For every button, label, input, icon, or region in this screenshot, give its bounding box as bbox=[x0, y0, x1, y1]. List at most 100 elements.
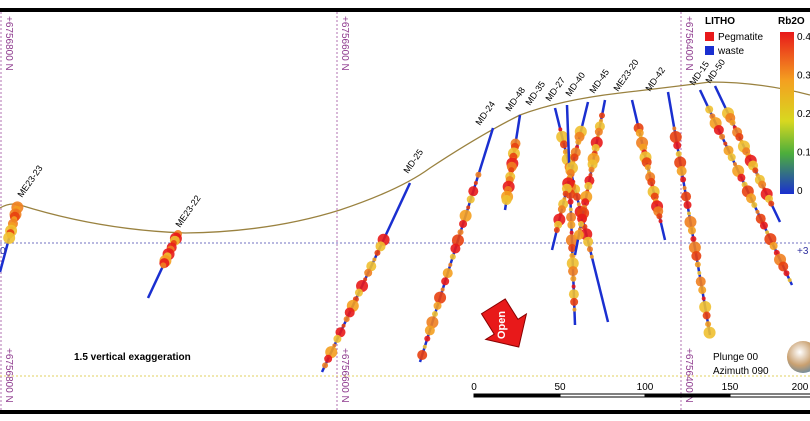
assay-interval bbox=[577, 213, 588, 224]
assay-interval bbox=[688, 241, 701, 254]
assay-interval bbox=[669, 130, 682, 143]
assay-interval bbox=[703, 326, 716, 339]
assay-interval bbox=[374, 249, 381, 256]
assay-interval bbox=[422, 344, 427, 349]
assay-interval bbox=[450, 243, 461, 254]
assay-interval bbox=[508, 167, 515, 174]
assay-interval bbox=[635, 128, 644, 137]
assay-interval bbox=[650, 192, 659, 201]
assay-interval bbox=[713, 124, 724, 135]
assay-interval bbox=[426, 316, 439, 329]
assay-interval bbox=[705, 105, 714, 114]
assay-interval bbox=[599, 112, 605, 119]
assay-interval bbox=[344, 307, 355, 318]
assay-interval bbox=[424, 335, 431, 342]
bottom-frame bbox=[0, 410, 810, 414]
grid-label: +6756800 N bbox=[3, 16, 14, 71]
assay-interval bbox=[697, 271, 702, 276]
scale-bar: 0 50 100 150 200 bbox=[471, 382, 810, 398]
assay-interval bbox=[591, 144, 600, 153]
assay-interval bbox=[364, 268, 373, 277]
topography bbox=[0, 81, 810, 234]
assay-interval bbox=[751, 202, 758, 209]
legend-swatch bbox=[705, 46, 714, 55]
assay-interval bbox=[584, 182, 593, 191]
assay-interval bbox=[578, 221, 584, 227]
assay-interval bbox=[556, 130, 569, 143]
assay-interval bbox=[567, 198, 574, 205]
assay-interval bbox=[372, 257, 377, 262]
azimuth: Azimuth 090 bbox=[713, 366, 769, 377]
colorbar-label: 0.2 bbox=[797, 109, 810, 120]
assay-interval bbox=[441, 277, 450, 286]
assay-interval bbox=[698, 286, 707, 295]
assay-interval bbox=[755, 209, 760, 214]
open-arrow: Open bbox=[480, 298, 528, 348]
assay-interval bbox=[560, 140, 569, 149]
grid-label: +6756600 N bbox=[339, 348, 350, 403]
assay-interval bbox=[687, 211, 691, 216]
assay-interval bbox=[705, 321, 712, 328]
assay-interval bbox=[768, 200, 775, 207]
assay-interval bbox=[324, 354, 333, 363]
assay-interval bbox=[568, 207, 573, 212]
assay-interval bbox=[568, 289, 579, 300]
assay-interval bbox=[735, 133, 744, 141]
assay-interval bbox=[719, 133, 726, 140]
legend-swatch bbox=[705, 32, 714, 41]
assay-interval bbox=[732, 162, 737, 167]
assay-interval bbox=[566, 169, 575, 178]
assay-interval bbox=[778, 261, 789, 272]
assay-interval bbox=[737, 173, 746, 182]
open-label: Open bbox=[496, 311, 508, 339]
assay-interval bbox=[589, 254, 594, 259]
assay-interval bbox=[702, 311, 711, 320]
assay-interval bbox=[433, 301, 442, 310]
assay-interval bbox=[557, 205, 566, 214]
assay-interval bbox=[448, 262, 453, 267]
assay-interval bbox=[573, 229, 584, 240]
assay-interval bbox=[568, 266, 579, 277]
assay-interval bbox=[571, 284, 576, 289]
assay-interval bbox=[569, 230, 574, 235]
assay-interval bbox=[694, 261, 701, 268]
assay-interval bbox=[354, 288, 363, 297]
assay-interval bbox=[587, 159, 598, 170]
assay-interval bbox=[581, 198, 590, 207]
assay-interval bbox=[701, 296, 706, 301]
assay-interval bbox=[758, 180, 767, 189]
assay-interval bbox=[683, 200, 692, 209]
assay-interval bbox=[568, 244, 577, 252]
plunge: Plunge 00 bbox=[713, 352, 758, 363]
assay-interval bbox=[658, 219, 663, 224]
scale-segment bbox=[473, 393, 561, 398]
assay-interval bbox=[586, 246, 593, 253]
grid-label: +6756400 N bbox=[683, 348, 694, 403]
assay-interval bbox=[375, 241, 386, 252]
assay-interval bbox=[746, 193, 757, 204]
assay-interval bbox=[440, 287, 445, 292]
assay-interval bbox=[475, 171, 482, 178]
assay-interval bbox=[676, 165, 687, 176]
assay-interval bbox=[769, 242, 778, 250]
assay-interval bbox=[675, 150, 682, 157]
assay-interval bbox=[570, 153, 579, 162]
assay-interval bbox=[335, 327, 346, 338]
assay-interval bbox=[647, 177, 656, 186]
assay-interval bbox=[575, 138, 582, 145]
assay-interval bbox=[459, 209, 472, 222]
assay-interval bbox=[759, 221, 768, 230]
assay-interval bbox=[691, 251, 702, 262]
assay-interval bbox=[417, 349, 428, 360]
legend-item: waste bbox=[717, 46, 745, 57]
assay-interval bbox=[442, 268, 453, 279]
assay-interval bbox=[566, 257, 579, 270]
assay-interval bbox=[681, 191, 692, 202]
assay-interval bbox=[449, 253, 456, 260]
scale-label: 150 bbox=[722, 382, 739, 393]
assay-interval bbox=[333, 334, 342, 343]
top-frame bbox=[0, 8, 810, 12]
assay-interval bbox=[554, 220, 563, 229]
assay-interval bbox=[553, 227, 560, 234]
